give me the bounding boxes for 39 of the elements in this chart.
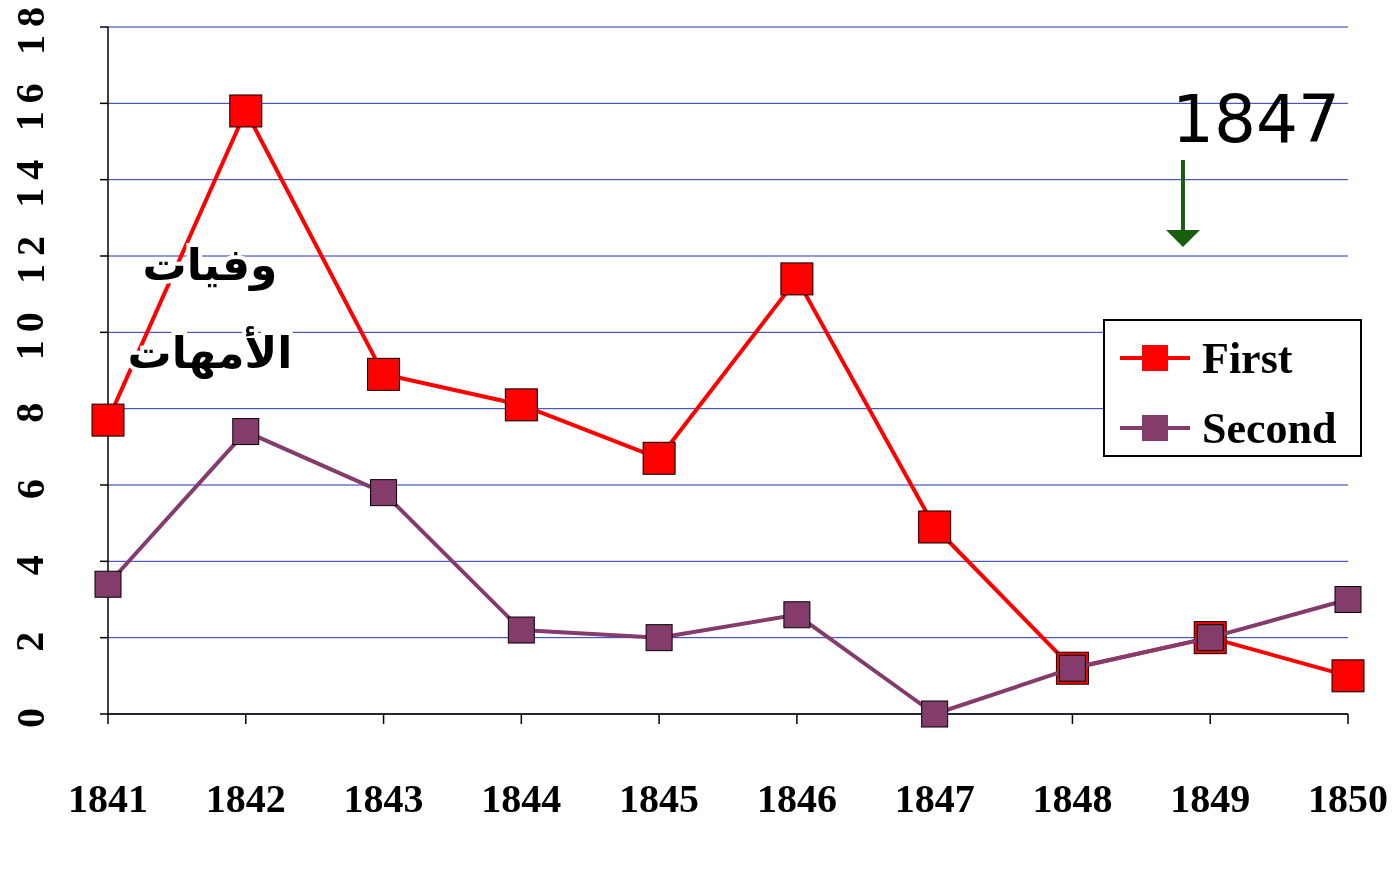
point: [504, 388, 538, 422]
point: [370, 479, 398, 507]
y-tick-label: 10: [7, 304, 53, 361]
x-tick-label: 1848: [1032, 776, 1113, 821]
point: [918, 510, 952, 544]
point: [91, 403, 125, 437]
y-tick-label: 4: [7, 547, 53, 576]
y-tick-label: 16: [7, 75, 53, 132]
point: [642, 441, 676, 475]
x-tick-label: 1842: [205, 776, 286, 821]
legend-label: Second: [1202, 404, 1337, 453]
point: [1334, 586, 1362, 613]
point: [921, 700, 949, 728]
y-tick-label: 6: [7, 471, 53, 499]
x-tick-label: 1850: [1308, 776, 1388, 821]
x-tick-label: 1846: [756, 776, 837, 821]
x-tick-label: 1841: [68, 776, 148, 821]
x-tick-label: 1843: [343, 776, 424, 821]
x-tick-label: 1849: [1170, 776, 1251, 821]
point: [1331, 659, 1365, 693]
y-tick-label: 0: [7, 700, 53, 728]
x-tick-label: 1847: [894, 776, 975, 821]
point: [507, 616, 535, 644]
y-tick-label: 2: [7, 623, 53, 652]
x-tick-label: 1845: [619, 776, 700, 821]
legend-label: First: [1202, 334, 1293, 383]
annotation: 1847: [1172, 81, 1340, 158]
y-tick-label: 8: [7, 394, 53, 423]
y-tick-label: 12: [7, 228, 53, 284]
point: [229, 94, 263, 128]
point: [783, 601, 811, 629]
point: [367, 357, 401, 391]
y-tick-label: 14: [7, 151, 53, 208]
point: [645, 624, 673, 652]
point: [780, 262, 814, 296]
x-tick-label: 1844: [481, 776, 562, 821]
y-tick-label: 18: [7, 0, 53, 55]
point: [232, 418, 260, 446]
point: [94, 570, 122, 598]
